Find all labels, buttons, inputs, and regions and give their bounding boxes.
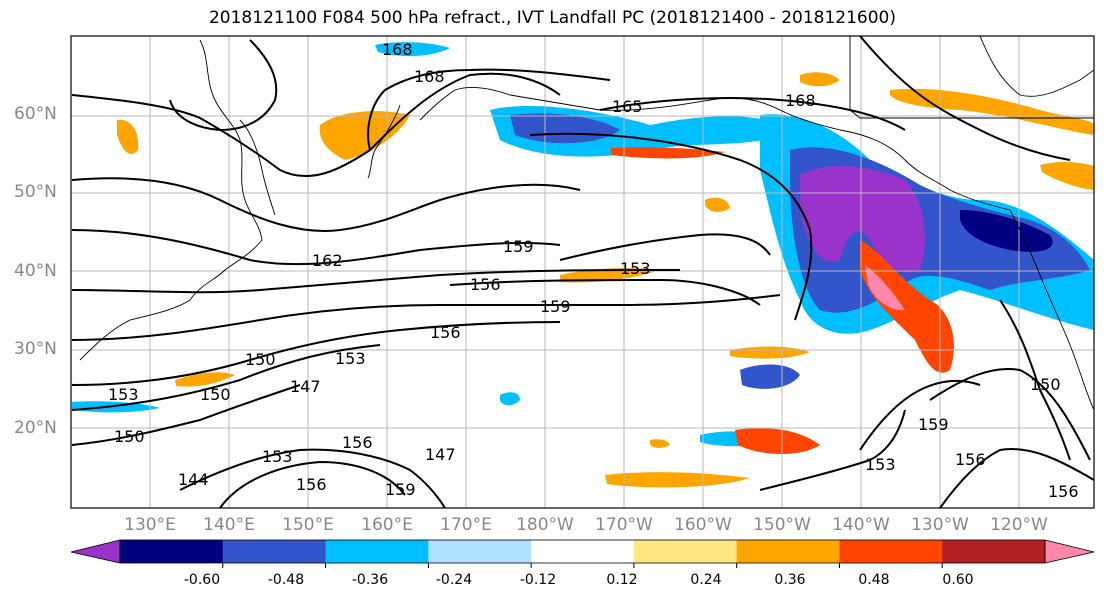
colorbar-cell [325,540,429,563]
chart-title: 2018121100 F084 500 hPa refract., IVT La… [208,8,896,28]
colorbar-tick-label: 0.24 [690,572,722,588]
colorbar-tick-label: 0.60 [942,572,974,588]
colorbar-cell [736,540,840,563]
contour-label: 150 [200,385,231,404]
contours [71,36,1094,508]
lon-label: 150°W [753,515,811,535]
contour-label: 150 [114,427,145,446]
contour-label: 153 [865,455,896,474]
lon-label: 160°W [674,515,732,535]
contour-label: 144 [178,470,209,489]
colorbar-cell [633,540,738,563]
colorbar-cell [839,540,943,563]
contour-label: 156 [342,433,373,452]
map-frame [70,35,1095,509]
colorbar-cell [942,540,1046,563]
lat-label: 40°N [14,261,57,281]
contour-label: 159 [918,415,949,434]
contour-label: 159 [503,237,534,256]
contour-label: 156 [430,323,461,342]
lon-label: 170°W [595,515,653,535]
contour-label: 168 [785,91,816,110]
colorbar-cell [222,540,327,563]
contour-label: 156 [296,475,327,494]
colorbar-cell [428,540,532,563]
colorbar [70,539,1095,568]
contour-label: 150 [1030,375,1061,394]
lon-label: 130°W [911,515,969,535]
lat-label: 30°N [14,339,57,359]
lon-label: 130°E [124,515,176,535]
lon-label: 120°W [990,515,1048,535]
contour-label: 156 [1048,482,1079,501]
lon-label: 140°E [203,515,255,535]
contour-label: 156 [955,450,986,469]
contour-label: 168 [382,40,413,59]
contour-label: 153 [108,385,139,404]
colorbar-tick-label: 0.12 [606,572,638,588]
colorbar-extend-right [1044,539,1095,564]
lat-label: 20°N [14,418,57,438]
contour-label: 153 [262,447,293,466]
lat-label: 60°N [14,104,57,124]
contour-label: 153 [620,259,651,278]
contour-label: 165 [612,97,643,116]
contour-label: 150 [245,350,276,369]
lon-label: 160°E [361,515,413,535]
lon-label: 140°W [832,515,890,535]
contour-label: 147 [425,445,456,464]
lon-label: 170°E [440,515,492,535]
lat-label: 50°N [14,182,57,202]
colorbar-extend-left [70,539,121,564]
lon-label: 180°W [516,515,574,535]
colorbar-tick-label: -0.60 [183,572,221,588]
contour-label: 159 [385,480,416,499]
colorbar-tick-label: -0.24 [435,572,473,588]
contour-label: 156 [470,275,501,294]
contour-label: 168 [414,67,445,86]
lon-label: 150°E [282,515,334,535]
contour-label: 147 [290,377,321,396]
colorbar-cell [531,540,635,563]
colorbar-tick-label: -0.48 [267,572,305,588]
colorbar-tick-label: 0.48 [858,572,890,588]
colorbar-tick-label: -0.12 [519,572,557,588]
contour-label: 162 [312,251,343,270]
colorbar-cell [120,540,224,563]
contour-label: 153 [335,349,366,368]
colorbar-tick-label: 0.36 [774,572,806,588]
colorbar-tick-label: -0.36 [351,572,389,588]
contour-label: 159 [540,297,571,316]
gridlines [71,36,1094,508]
